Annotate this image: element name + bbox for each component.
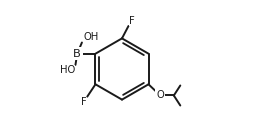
Text: HO: HO xyxy=(60,65,75,75)
Text: F: F xyxy=(129,16,135,26)
Text: O: O xyxy=(156,91,164,100)
Text: F: F xyxy=(81,97,87,107)
Text: OH: OH xyxy=(83,32,98,42)
Text: B: B xyxy=(73,49,81,59)
